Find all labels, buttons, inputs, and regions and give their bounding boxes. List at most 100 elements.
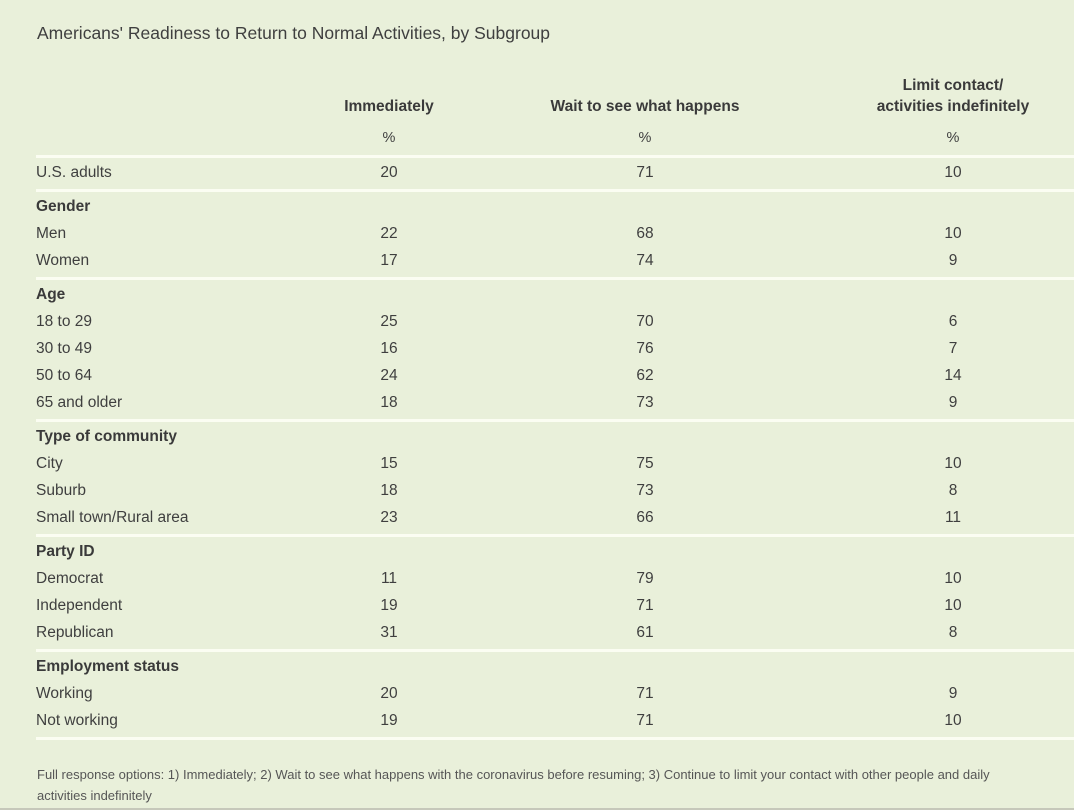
group-header-label: Party ID (36, 542, 95, 560)
unit-row: % % % (36, 129, 1074, 147)
cell-value: 71 (636, 684, 654, 702)
table-row: Republican 31 61 8 (36, 619, 1074, 646)
table-row: Women 17 74 9 (36, 247, 1074, 274)
group-header-label: Employment status (36, 657, 179, 675)
column-header-limit-contact: Limit contact/ activities indefinitely (876, 77, 1030, 115)
cell-value: 76 (636, 339, 654, 357)
table-body: U.S. adults 20 71 10 Gender Men 22 68 10 Women 17 7… (36, 155, 1074, 737)
table-section: U.S. adults 20 71 10 (36, 155, 1074, 189)
cell-value: 71 (636, 596, 654, 614)
cell-value: 10 (944, 711, 962, 729)
cell-value: 10 (944, 224, 962, 242)
cell-value: 9 (948, 393, 958, 411)
group-header-row: Type of community (36, 423, 1074, 450)
group-header-label: Age (36, 285, 66, 303)
cell-value: 6 (948, 312, 958, 330)
cell-value: 19 (380, 596, 398, 614)
row-label: U.S. adults (36, 163, 112, 181)
footnote: Full response options: 1) Immediately; 2… (37, 767, 990, 803)
unit-spacer (36, 129, 320, 147)
cell-value: 20 (380, 163, 398, 181)
cell-value: 11 (944, 508, 962, 526)
unit-label-limit-contact: % (946, 130, 960, 146)
row-label: Independent (36, 596, 123, 614)
cell-value: 61 (636, 623, 654, 641)
cell-value: 9 (948, 684, 958, 702)
row-label: Men (36, 224, 67, 242)
cell-value: 73 (636, 393, 654, 411)
row-label: Republican (36, 623, 114, 641)
unit-label-wait-to-see: % (638, 130, 652, 146)
cell-value: 66 (636, 508, 654, 526)
table-row: Men 22 68 10 (36, 220, 1074, 247)
table-row: 65 and older 18 73 9 (36, 389, 1074, 416)
cell-value: 23 (380, 508, 398, 526)
row-label: Suburb (36, 481, 86, 499)
group-header-row: Employment status (36, 653, 1074, 680)
cell-value: 8 (948, 623, 958, 641)
table-section: Gender Men 22 68 10 Women 17 74 9 (36, 189, 1074, 277)
cell-value: 74 (636, 251, 654, 269)
group-header-row: Party ID (36, 538, 1074, 565)
cell-value: 20 (380, 684, 398, 702)
cell-value: 62 (636, 366, 654, 384)
bottom-edge-line (0, 808, 1074, 810)
cell-value: 16 (380, 339, 398, 357)
group-header-row: Age (36, 281, 1074, 308)
table-row: Independent 19 71 10 (36, 592, 1074, 619)
cell-value: 11 (380, 569, 398, 587)
cell-value: 18 (380, 393, 398, 411)
cell-value: 15 (380, 454, 398, 472)
cell-value: 10 (944, 454, 962, 472)
table-bottom-separator (36, 737, 1074, 740)
group-header-row: Gender (36, 193, 1074, 220)
cell-value: 71 (636, 163, 654, 181)
cell-value: 68 (636, 224, 654, 242)
cell-value: 14 (944, 366, 962, 384)
cell-value: 24 (380, 366, 398, 384)
cell-value: 10 (944, 596, 962, 614)
cell-value: 10 (944, 163, 962, 181)
cell-value: 71 (636, 711, 654, 729)
cell-value: 9 (948, 251, 958, 269)
table-row: City 15 75 10 (36, 450, 1074, 477)
group-header-label: Type of community (36, 427, 177, 445)
table-row: 30 to 49 16 76 7 (36, 335, 1074, 362)
table-header-row: Immediately Wait to see what happens Lim… (36, 67, 1074, 117)
table-section: Age 18 to 29 25 70 6 30 to 49 16 76 7 50 to 64 24 6… (36, 277, 1074, 419)
cell-value: 31 (380, 623, 398, 641)
row-label: Small town/Rural area (36, 508, 189, 526)
cell-value: 25 (380, 312, 398, 330)
cell-value: 73 (636, 481, 654, 499)
row-label: 30 to 49 (36, 339, 93, 357)
table-section: Party ID Democrat 11 79 10 Independent 19 71 10 R… (36, 534, 1074, 649)
row-label: Working (36, 684, 93, 702)
group-header-label: Gender (36, 197, 91, 215)
table-row: Working 20 71 9 (36, 680, 1074, 707)
cell-value: 79 (636, 569, 654, 587)
table-row: 50 to 64 24 62 14 (36, 362, 1074, 389)
row-label: City (36, 454, 63, 472)
cell-value: 18 (380, 481, 398, 499)
page-title: Americans' Readiness to Return to Normal… (37, 23, 551, 43)
row-label: 18 to 29 (36, 312, 93, 330)
table-section: Type of community City 15 75 10 Suburb 18 73 8 Sm… (36, 419, 1074, 534)
table-row: U.S. adults 20 71 10 (36, 159, 1074, 186)
table-row: Democrat 11 79 10 (36, 565, 1074, 592)
table-row: 18 to 29 25 70 6 (36, 308, 1074, 335)
column-header-immediately: Immediately (344, 98, 434, 115)
row-label: 65 and older (36, 393, 123, 411)
unit-label-immediately: % (382, 130, 396, 146)
cell-value: 75 (636, 454, 654, 472)
table-row: Not working 19 71 10 (36, 707, 1074, 734)
cell-value: 10 (944, 569, 962, 587)
row-label: Women (36, 251, 90, 269)
table-row: Small town/Rural area 23 66 11 (36, 504, 1074, 531)
cell-value: 8 (948, 481, 958, 499)
row-label: 50 to 64 (36, 366, 93, 384)
row-label: Democrat (36, 569, 104, 587)
table-section: Employment status Working 20 71 9 Not working… (36, 649, 1074, 737)
cell-value: 17 (380, 251, 398, 269)
table-row: Suburb 18 73 8 (36, 477, 1074, 504)
